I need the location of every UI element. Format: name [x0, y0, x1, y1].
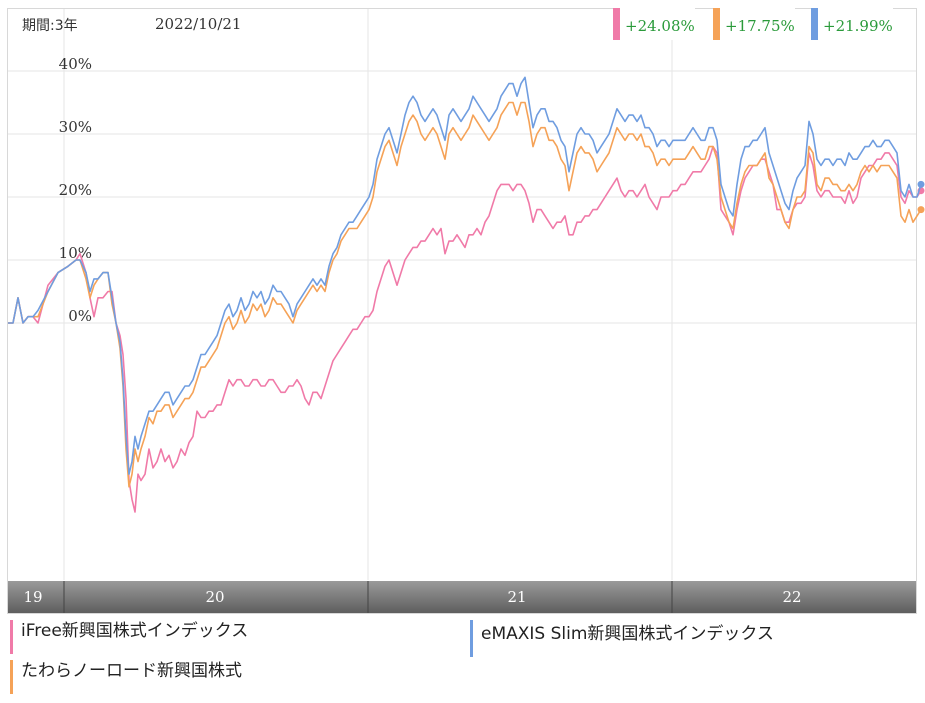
x-axis: 19 20 21 22 — [8, 581, 916, 613]
x-tick-label: 20 — [205, 588, 224, 606]
series-line-2 — [8, 76, 922, 475]
return-badge-tawara: +17.75% — [713, 8, 795, 40]
chart-frame — [7, 8, 917, 614]
return-badge-ifree: +24.08% — [613, 8, 695, 40]
x-axis-band — [8, 581, 916, 613]
date-label: 2022/10/21 — [155, 15, 242, 33]
y-tick-label: 0% — [68, 307, 92, 325]
y-tick-label: 40% — [59, 55, 92, 73]
legend-item-ifree: iFree新興国株式インデックス — [10, 620, 248, 654]
series-lines — [8, 76, 925, 513]
x-tick-label: 21 — [507, 588, 526, 606]
legend-item-tawara: たわらノーロード新興国株式 — [10, 660, 242, 694]
y-tick-label: 20% — [59, 181, 92, 199]
series-end-marker-1 — [917, 206, 925, 214]
return-badge-emaxis: +21.99% — [811, 8, 893, 40]
series-line-1 — [8, 101, 922, 488]
y-tick-label: 10% — [59, 244, 92, 262]
legend-item-emaxis: eMAXIS Slim新興国株式インデックス — [470, 620, 774, 657]
grid-lines — [8, 9, 916, 580]
y-axis-labels: 40% 30% 20% 10% 0% — [59, 55, 92, 325]
series-end-marker-2 — [917, 180, 925, 188]
y-tick-label: 30% — [59, 118, 92, 136]
period-label: 期間:3年 — [22, 18, 78, 34]
x-tick-label: 22 — [782, 588, 801, 606]
x-tick-label: 19 — [23, 588, 42, 606]
